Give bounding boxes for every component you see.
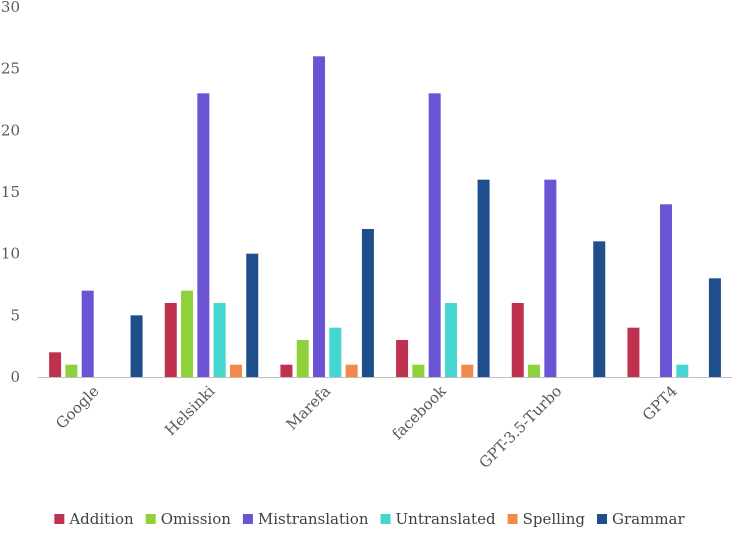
bar-mistranslation-gpt-3-5-turbo: [544, 179, 557, 377]
bar-addition-helsinki: [164, 303, 177, 377]
x-tick-label-helsinki: Helsinki: [161, 382, 218, 439]
legend-swatch-spelling: [507, 514, 518, 524]
bar-spelling-facebook: [461, 364, 474, 377]
legend-label-spelling: Spelling: [523, 510, 586, 528]
bar-untranslated-gpt4: [676, 364, 689, 377]
legend-swatch-grammar: [597, 514, 608, 524]
y-tick-label-25: 25: [1, 60, 20, 78]
legend-label-addition: Addition: [68, 510, 134, 528]
bar-mistranslation-helsinki: [197, 93, 210, 377]
bar-addition-google: [49, 352, 62, 377]
legend: Addition Omission Mistranslation Untranslat…: [54, 510, 685, 528]
y-tick-label-30: 30: [1, 0, 20, 16]
bar-spelling-helsinki: [229, 364, 242, 377]
legend-swatch-untranslated: [380, 514, 391, 524]
legend-label-mistranslation: Mistranslation: [258, 510, 369, 528]
bar-grammar-google: [130, 315, 143, 377]
bar-mistranslation-marefa: [313, 56, 326, 377]
bar-grammar-helsinki: [246, 253, 259, 377]
bar-untranslated-facebook: [444, 303, 457, 377]
y-tick-label-10: 10: [1, 245, 20, 263]
bar-grammar-facebook: [477, 179, 490, 377]
bar-spelling-marefa: [345, 364, 358, 377]
bar-mistranslation-google: [81, 290, 94, 377]
bar-omission-gpt-3-5-turbo: [528, 364, 541, 377]
bar-omission-marefa: [296, 340, 309, 377]
bar-addition-facebook: [396, 340, 409, 377]
y-tick-label-5: 5: [10, 306, 20, 324]
legend-label-grammar: Grammar: [612, 510, 685, 528]
bar-addition-gpt4: [627, 327, 640, 377]
y-tick-label-20: 20: [1, 121, 20, 139]
bar-untranslated-helsinki: [213, 303, 226, 377]
bar-addition-gpt-3-5-turbo: [511, 303, 524, 377]
x-tick-label-google: Google: [52, 382, 103, 433]
bar-omission-facebook: [412, 364, 425, 377]
y-axis: 0 5 10 15 20 25 30: [1, 0, 20, 386]
x-axis: Google Helsinki Marefa facebook GPT-3.5-Turb…: [38, 377, 732, 472]
y-tick-label-0: 0: [10, 368, 20, 386]
x-tick-label-gpt-3-5-turbo: GPT-3.5-Turbo: [475, 382, 565, 472]
bars: [49, 56, 721, 377]
x-tick-label-facebook: facebook: [388, 381, 450, 443]
legend-swatch-mistranslation: [242, 514, 253, 524]
bar-grammar-gpt-3-5-turbo: [593, 241, 606, 377]
legend-swatch-addition: [54, 514, 65, 524]
x-tick-label-gpt4: GPT4: [639, 382, 681, 424]
legend-label-omission: Omission: [161, 510, 232, 528]
legend-swatch-omission: [145, 514, 156, 524]
bar-omission-google: [65, 364, 78, 377]
bar-grammar-gpt4: [708, 278, 721, 377]
x-tick-label-marefa: Marefa: [282, 382, 334, 434]
legend-label-untranslated: Untranslated: [396, 510, 496, 528]
bar-mistranslation-facebook: [428, 93, 441, 377]
bar-omission-helsinki: [181, 290, 194, 377]
bar-untranslated-marefa: [329, 327, 342, 377]
bar-grammar-marefa: [361, 229, 374, 377]
bar-mistranslation-gpt4: [660, 204, 673, 377]
bar-addition-marefa: [280, 364, 293, 377]
y-tick-label-15: 15: [1, 183, 20, 201]
